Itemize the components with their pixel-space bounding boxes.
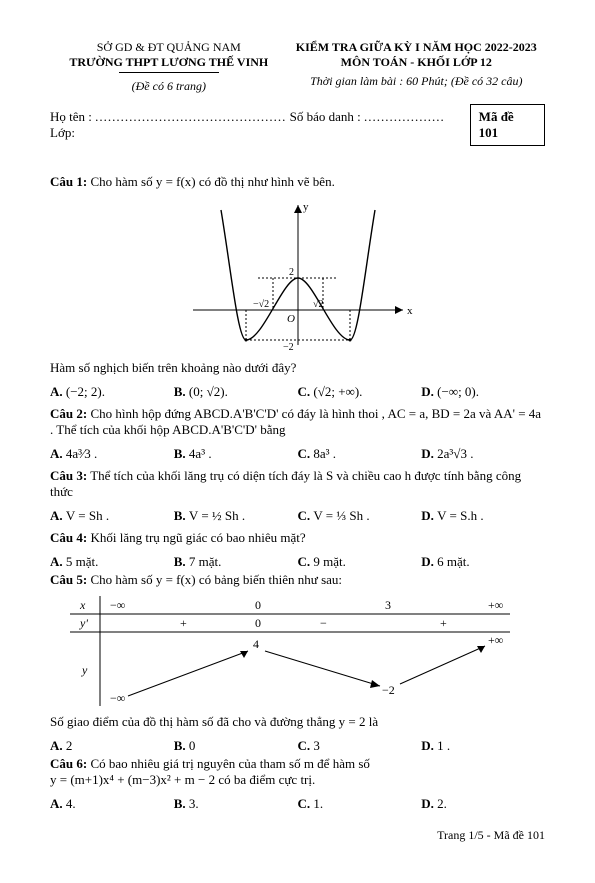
question-4: Câu 4: Khối lăng trụ ngũ giác có bao nhi… — [50, 530, 545, 570]
q2-opt-c: 8a³ . — [313, 446, 336, 461]
midtop: 4 — [253, 637, 259, 651]
q2-label: Câu 2: — [50, 406, 87, 421]
q3-opt-b: V = ½ Sh . — [189, 508, 245, 523]
xrow-0: x — [79, 598, 86, 612]
q1-opt-c: (√2; +∞). — [313, 384, 362, 399]
svg-text:y: y — [81, 663, 88, 677]
q2-opt-b: 4a³ . — [189, 446, 212, 461]
q5-opt-b: 0 — [189, 738, 196, 753]
q3-options: A. V = Sh . B. V = ½ Sh . C. V = ⅓ Sh . … — [50, 508, 545, 524]
q1-opt-a: (−2; 2). — [66, 384, 105, 399]
q1-label: Câu 1: — [50, 174, 87, 189]
sbd-dots: ................... — [364, 109, 445, 124]
yprow-0: y' — [79, 616, 88, 630]
q3-label: Câu 3: — [50, 468, 87, 483]
y-label: y — [303, 201, 309, 213]
q1-opt-d: (−∞; 0). — [437, 384, 479, 399]
name-dots: ........................................… — [95, 109, 286, 124]
q4-opt-c: 9 mặt. — [313, 554, 346, 569]
variation-table: x −∞ 0 3 +∞ y' + 0 − + y −∞ 4 −2 +∞ — [70, 596, 510, 706]
q5-label: Câu 5: — [50, 572, 87, 587]
q5-options: A. 2 B. 0 C. 3 D. 1 . — [50, 738, 545, 754]
yprow-2: + — [180, 616, 187, 630]
q4-opt-b: 7 mặt. — [189, 554, 222, 569]
y2-label: 2 — [289, 267, 294, 278]
q3-opt-c: V = ⅓ Sh . — [313, 508, 369, 523]
midbot: −2 — [382, 683, 395, 697]
xrow-5: 3 — [385, 598, 391, 612]
q2-text: Cho hình hộp đứng ABCD.A'B'C'D' có đáy l… — [50, 406, 541, 437]
pages-note: (Đề có 6 trang) — [50, 79, 288, 94]
tl: −∞ — [110, 691, 125, 705]
q6-text: Có bao nhiêu giá trị nguyên của tham số … — [90, 756, 369, 771]
q4-text: Khối lăng trụ ngũ giác có bao nhiêu mặt? — [90, 530, 305, 545]
q4-label: Câu 4: — [50, 530, 87, 545]
q5-opt-a: 2 — [66, 738, 73, 753]
header-divider — [119, 72, 219, 73]
q2-opt-a: 4a³⁄3 . — [66, 446, 97, 461]
header-left: SỞ GD & ĐT QUẢNG NAM TRƯỜNG THPT LƯƠNG T… — [50, 40, 288, 94]
info-left: Họ tên : ...............................… — [50, 109, 470, 141]
q3-text: Thể tích của khối lăng trụ có diện tích … — [50, 468, 521, 499]
xrow-1: −∞ — [110, 598, 125, 612]
question-1: Câu 1: Cho hàm số y = f(x) có đồ thị như… — [50, 174, 545, 400]
header-block: SỞ GD & ĐT QUẢNG NAM TRƯỜNG THPT LƯƠNG T… — [50, 40, 545, 94]
sbd-label: Số báo danh : — [290, 109, 361, 124]
q6-options: A. 4. B. 3. C. 1. D. 2. — [50, 796, 545, 812]
q1-options: A. (−2; 2). B. (0; √2). C. (√2; +∞). D. … — [50, 384, 545, 400]
q5-opt-d: 1 . — [437, 738, 450, 753]
q1-prompt: Hàm số nghịch biến trên khoảng nào dưới … — [50, 360, 545, 376]
xrow-7: +∞ — [488, 598, 503, 612]
subject: MÔN TOÁN - KHỐI LỚP 12 — [288, 55, 545, 70]
q1-opt-b: (0; √2). — [189, 384, 228, 399]
q6-opt-c: 1. — [313, 796, 323, 811]
info-line: Họ tên : ...............................… — [50, 104, 545, 146]
exam-title: KIỂM TRA GIỮA KỲ I NĂM HỌC 2022-2023 — [288, 40, 545, 55]
duration: Thời gian làm bài : 60 Phút; (Đề có 32 c… — [288, 74, 545, 89]
yprow-3: 0 — [255, 616, 261, 630]
neg2-label: −2 — [283, 342, 294, 350]
header-right: KIỂM TRA GIỮA KỲ I NĂM HỌC 2022-2023 MÔN… — [288, 40, 545, 94]
q3-opt-d: V = S.h . — [437, 508, 483, 523]
q3-opt-a: V = Sh . — [66, 508, 109, 523]
q6-opt-a: 4. — [66, 796, 76, 811]
q5-opt-c: 3 — [313, 738, 320, 753]
x-label: x — [407, 305, 413, 317]
school: TRƯỜNG THPT LƯƠNG THẾ VINH — [50, 55, 288, 70]
q6-eq: y = (m+1)x⁴ + (m−3)x² + m − 2 có ba điểm… — [50, 772, 545, 788]
q1-graph: x y O 2 −√2 √2 −2 — [183, 200, 413, 350]
question-6: Câu 6: Có bao nhiêu giá trị nguyên của t… — [50, 756, 545, 812]
q5-table: x −∞ 0 3 +∞ y' + 0 − + y −∞ 4 −2 +∞ — [70, 596, 545, 710]
q1-text: Cho hàm số y = f(x) có đồ thị như hình v… — [90, 174, 334, 189]
xrow-3: 0 — [255, 598, 261, 612]
exam-code: Mã đề 101 — [470, 104, 545, 146]
dept: SỞ GD & ĐT QUẢNG NAM — [50, 40, 288, 55]
q4-options: A. 5 mặt. B. 7 mặt. C. 9 mặt. D. 6 mặt. — [50, 554, 545, 570]
neg-sqrt2-label: −√2 — [253, 299, 269, 310]
q5-after: Số giao điểm của đồ thị hàm số đã cho và… — [50, 714, 545, 730]
yprow-4: − — [320, 616, 327, 630]
origin-label: O — [287, 313, 295, 325]
name-label: Họ tên : — [50, 109, 92, 124]
question-2: Câu 2: Cho hình hộp đứng ABCD.A'B'C'D' c… — [50, 406, 545, 462]
q6-opt-d: 2. — [437, 796, 447, 811]
q2-options: A. 4a³⁄3 . B. 4a³ . C. 8a³ . D. 2a³√3 . — [50, 446, 545, 462]
yprow-6: + — [440, 616, 447, 630]
question-5: Câu 5: Cho hàm số y = f(x) có bảng biến … — [50, 572, 545, 754]
class-label: Lớp: — [50, 125, 75, 140]
question-3: Câu 3: Thể tích của khối lăng trụ có diệ… — [50, 468, 545, 524]
q5-text: Cho hàm số y = f(x) có bảng biến thiên n… — [90, 572, 342, 587]
q6-opt-b: 3. — [189, 796, 199, 811]
q6-label: Câu 6: — [50, 756, 87, 771]
rtop: +∞ — [488, 633, 503, 647]
q2-opt-d: 2a³√3 . — [437, 446, 473, 461]
q4-opt-d: 6 mặt. — [437, 554, 470, 569]
q4-opt-a: 5 mặt. — [66, 554, 99, 569]
